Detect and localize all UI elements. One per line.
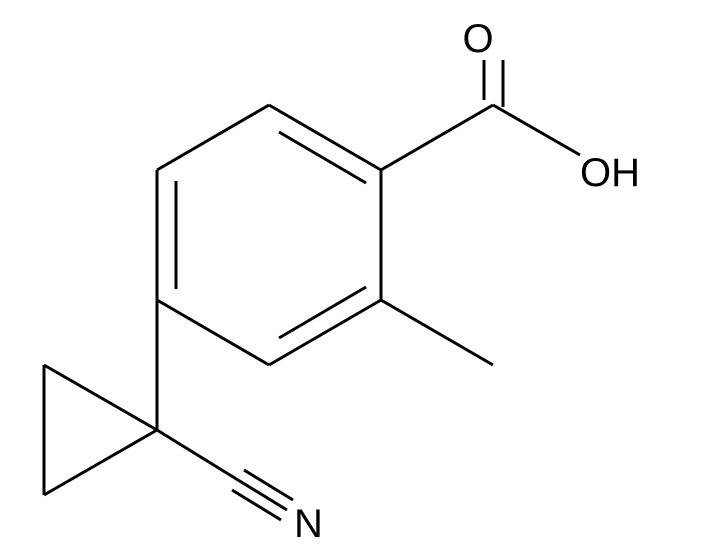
bond-c-oh bbox=[493, 105, 580, 155]
atom-label-oh: OH bbox=[580, 151, 640, 195]
bond-cyclo-cn bbox=[157, 430, 238, 480]
molecule-diagram: O OH N bbox=[0, 0, 714, 552]
bond-c1-carboxyl bbox=[381, 105, 493, 170]
bond-cn-lower bbox=[232, 490, 281, 520]
bond-c4-c3 bbox=[157, 300, 269, 365]
bond-c2-methyl bbox=[381, 300, 493, 365]
atom-label-n: N bbox=[294, 502, 323, 546]
bond-cn-upper bbox=[244, 470, 293, 500]
bond-c3-c2-inner bbox=[279, 287, 366, 338]
bond-cyclo-b bbox=[44, 430, 157, 495]
bond-c1-c6-inner bbox=[279, 132, 366, 183]
atom-label-o-carbonyl: O bbox=[462, 17, 493, 61]
bond-cyclo-a bbox=[44, 365, 157, 430]
bond-c6-c5 bbox=[157, 105, 269, 170]
bond-cn-mid bbox=[238, 480, 287, 510]
